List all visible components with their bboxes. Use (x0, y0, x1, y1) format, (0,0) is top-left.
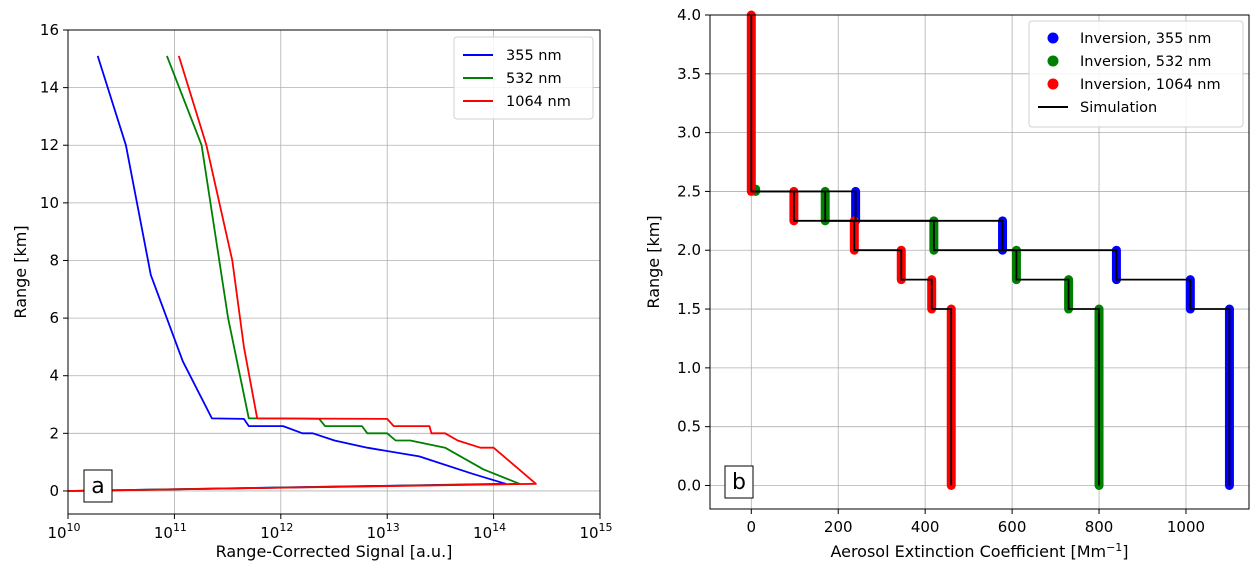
panel-a-y-tick-label: 8 (49, 251, 59, 269)
panel-b-x-axis-label-superscript: −1 (1106, 541, 1122, 554)
panel-a-x-axis-label: Range-Corrected Signal [a.u.] (216, 542, 453, 561)
series-line-355-nm (67, 55, 507, 492)
series-line-532-nm (67, 55, 521, 492)
panel-a-frame (67, 29, 601, 515)
panel-b-frame (709, 14, 1250, 510)
panel-a-y-tick-label: 16 (40, 21, 59, 39)
legend-marker-inversion-532-nm (1047, 55, 1059, 67)
panel-b-y-tick-label: 2.0 (677, 241, 701, 259)
panel-b-y-axis-label: Range [km] (644, 215, 663, 308)
panel-b-x-axis-label-main: Aerosol Extinction Coefficient [Mm (830, 542, 1106, 561)
legend-label-simulation: Simulation (1080, 100, 1157, 116)
panel-b-label-badge: b (724, 465, 754, 499)
panel-a-label-badge: a (83, 469, 113, 503)
panel-b-y-tick-label: 0.5 (677, 418, 701, 436)
panel-a-label-box (83, 469, 113, 503)
panel-a-x-tick-label: 1013 (367, 521, 400, 542)
panel-b-y-tick-label: 3.0 (677, 124, 701, 142)
panel-a-y-tick-label: 4 (49, 367, 59, 385)
panel-b-x-axis-label-close: ] (1122, 542, 1128, 561)
simulation-line (751, 190, 1100, 486)
panel-a-x-tick-label: 1010 (47, 521, 80, 542)
panel-b-y-tick-label: 2.5 (677, 182, 701, 200)
panel-a-series-lines (67, 55, 537, 492)
panel-b-x-axis-label: Aerosol Extinction Coefficient [Mm−1] (830, 541, 1128, 562)
panel-b-x-tick-label: 200 (824, 518, 853, 536)
panel-a-y-tick-label: 0 (49, 482, 59, 500)
simulation-line (751, 190, 953, 486)
panel-a-x-tick-exponent: 14 (492, 521, 506, 534)
series-line-1064-nm (67, 55, 537, 492)
panel-b-x-tick-label: 400 (911, 518, 940, 536)
panel-b-simulation-lines (750, 15, 1231, 486)
panel-a-legend: 355 nm 532 nm 1064 nm (453, 36, 594, 120)
legend-label-inversion-532-nm: Inversion, 532 nm (1080, 54, 1211, 70)
panel-b-legend: Inversion, 355 nm Inversion, 532 nm Invers… (1028, 20, 1244, 128)
legend-label-355-nm: 355 nm (506, 48, 562, 64)
legend-marker-inversion-355-nm (1047, 32, 1059, 44)
panel-b-x-tick-label: 0 (747, 518, 757, 536)
panel-b-y-tick-label: 1.5 (677, 300, 701, 318)
panel-a-x-tick-label: 1014 (473, 521, 506, 542)
legend-marker-inversion-1064-nm (1047, 78, 1059, 90)
panel-b-label-box (724, 465, 754, 499)
panel-b-y-tick-label: 4.0 (677, 6, 701, 24)
simulation-line (750, 15, 1231, 486)
panel-b-legend-box (1028, 20, 1244, 128)
panel-b-x-tick-label: 800 (1085, 518, 1114, 536)
legend-label-inversion-1064-nm: Inversion, 1064 nm (1080, 77, 1221, 93)
legend-label-532-nm: 532 nm (506, 71, 562, 87)
legend-label-inversion-355-nm: Inversion, 355 nm (1080, 31, 1211, 47)
panel-b-label: b (732, 470, 746, 495)
legend-label-1064-nm: 1064 nm (506, 94, 571, 110)
panel-a-x-tick-label: 1012 (260, 521, 293, 542)
panel-b-x-tick-label: 1000 (1167, 518, 1205, 536)
panel-a-x-tick-label: 1015 (579, 521, 612, 542)
panel-a-x-tick-exponent: 10 (67, 521, 81, 534)
panel-a-x-tick-label: 1011 (154, 521, 187, 542)
panel-b-y-tick-label: 1.0 (677, 359, 701, 377)
panel-a-y-tick-label: 6 (49, 309, 59, 327)
panel-a-x-tick-exponent: 15 (599, 521, 613, 534)
panel-b-y-tick-label: 0.0 (677, 476, 701, 494)
panel-a-x-tick-exponent: 11 (173, 521, 187, 534)
panel-a-y-tick-label: 10 (40, 194, 59, 212)
panel-b-y-tick-label: 3.5 (677, 65, 701, 83)
panel-a-x-tick-exponent: 12 (279, 521, 293, 534)
panel-b-ticks: 0 200 400 600 800 1000 0.0 0.5 1.0 1.5 2.0 2.5 3.0 3.… (677, 6, 1205, 536)
panel-b-x-tick-label: 600 (998, 518, 1027, 536)
panel-b-aerosol-extinction: 0 200 400 600 800 1000 0.0 0.5 1.0 1.5 2.0 2.5 3.0 3.… (644, 6, 1250, 562)
panel-a-legend-box (453, 36, 594, 120)
panel-a-y-axis-label: Range [km] (11, 225, 30, 318)
panel-a-x-tick-exponent: 13 (386, 521, 400, 534)
panel-a-label: a (91, 474, 104, 499)
panel-a-y-tick-label: 2 (49, 424, 59, 442)
panel-a-y-tick-label: 12 (40, 136, 59, 154)
panel-a-y-tick-label: 14 (40, 79, 59, 97)
